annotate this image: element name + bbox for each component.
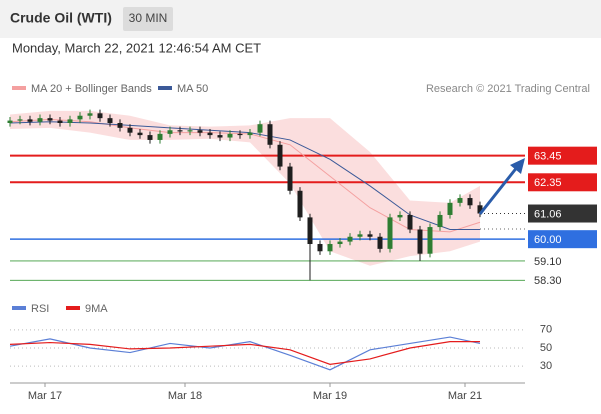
legend-swatch <box>12 306 26 310</box>
candle-body <box>57 120 63 123</box>
candle-body <box>147 135 153 140</box>
y-tick-label: 50 <box>540 342 552 354</box>
y-tick-label: 30 <box>540 360 552 372</box>
rsi-line <box>9 336 481 371</box>
legend-label: MA 50 <box>177 83 208 95</box>
level-badge <box>528 204 597 223</box>
level-badge <box>528 173 597 192</box>
candle-body <box>47 118 53 121</box>
candle-body <box>457 198 463 203</box>
candle-body <box>177 130 183 132</box>
candle-body <box>397 214 403 218</box>
legend-label: MA 20 + Bollinger Bands <box>31 83 152 95</box>
candle-body <box>197 130 203 133</box>
candle-body <box>7 120 13 123</box>
datetime: Monday, March 22, 2021 12:46:54 AM CET <box>12 40 261 55</box>
candle-body <box>217 135 223 138</box>
candle-body <box>17 119 23 121</box>
legend-label: RSI <box>31 303 49 315</box>
legend-swatch <box>12 86 26 90</box>
x-tick-label: Mar 17 <box>28 390 62 402</box>
header-bar <box>0 0 601 38</box>
candle-body <box>157 133 163 140</box>
candle-body <box>307 217 313 245</box>
candle-body <box>127 127 133 133</box>
candle-body <box>167 130 173 134</box>
candle-body <box>427 227 433 254</box>
candle-body <box>417 229 423 254</box>
plot: 63.45 62.35 61.06 60.00 59.10 58.30 Mar 17 Mar … <box>7 109 597 402</box>
candle-body <box>347 236 353 242</box>
x-tick-label: Mar 18 <box>168 390 202 402</box>
candle-body <box>97 113 103 119</box>
candle-body <box>37 118 43 122</box>
candle-body <box>257 124 263 133</box>
candle-body <box>247 132 253 136</box>
x-tick-label: Mar 21 <box>448 390 482 402</box>
candle-body <box>377 236 383 249</box>
y-tick-label: 70 <box>540 324 552 336</box>
rsi-line <box>9 341 480 365</box>
legend-label: 9MA <box>85 303 108 315</box>
candle-body <box>237 133 243 136</box>
interval-badge[interactable] <box>123 7 173 31</box>
candle-body <box>327 244 333 252</box>
candle-body <box>287 166 293 191</box>
level-badge <box>528 146 597 165</box>
candle-body <box>267 124 273 145</box>
candle-body <box>297 190 303 218</box>
candle-body <box>387 217 393 249</box>
bollinger-band <box>10 110 480 266</box>
candle-body <box>477 205 483 214</box>
candle-body <box>367 234 373 237</box>
candle-body <box>27 119 33 122</box>
candle-body <box>357 234 363 237</box>
candle-body <box>107 118 113 123</box>
candle-body <box>207 132 213 136</box>
level-label: 59.10 <box>534 256 562 268</box>
level-label: 62.35 <box>534 177 562 189</box>
candle-body <box>447 202 453 215</box>
candle-body <box>407 214 413 230</box>
forecast-arrow <box>478 165 520 215</box>
candle-body <box>227 133 233 138</box>
level-label: 60.00 <box>534 234 562 246</box>
candle-body <box>317 244 323 252</box>
level-label: 58.30 <box>534 275 562 287</box>
legend-swatch <box>66 306 80 310</box>
candle-body <box>67 119 73 123</box>
candle-body <box>467 198 473 206</box>
candle-body <box>87 113 93 116</box>
candle-body <box>137 132 143 136</box>
level-label: 63.45 <box>534 151 562 163</box>
instrument-title: Crude Oil (WTI) <box>10 10 112 26</box>
candle-body <box>187 130 193 132</box>
level-label: 61.06 <box>534 208 562 220</box>
candle-body <box>117 122 123 128</box>
candle-body <box>337 241 343 245</box>
x-tick-label: Mar 19 <box>313 390 347 402</box>
candle-body <box>77 115 83 120</box>
level-badge <box>528 230 597 249</box>
candle-body <box>277 144 283 167</box>
arrow-head <box>510 158 525 174</box>
candle-body <box>437 214 443 228</box>
credit: Research © 2021 Trading Central <box>426 83 590 95</box>
interval-label[interactable]: 30 MIN <box>129 11 168 25</box>
legend-swatch <box>158 86 172 90</box>
